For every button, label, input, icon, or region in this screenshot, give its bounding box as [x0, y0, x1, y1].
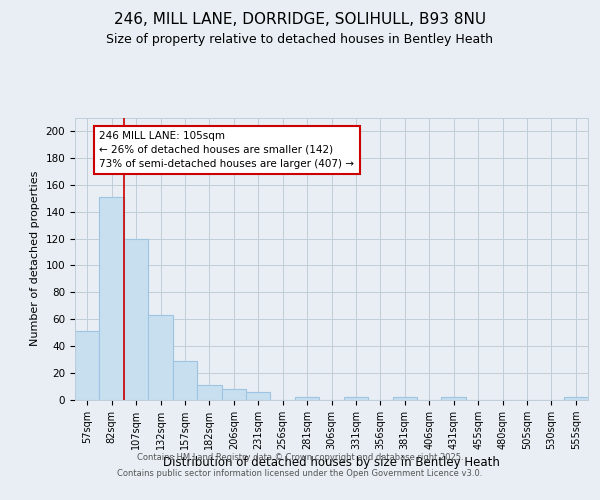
Bar [295, 398, 319, 400]
Text: Contains HM Land Registry data © Crown copyright and database right 2025.: Contains HM Land Registry data © Crown c… [137, 452, 463, 462]
Text: 246 MILL LANE: 105sqm
← 26% of detached houses are smaller (142)
73% of semi-det: 246 MILL LANE: 105sqm ← 26% of detached … [100, 131, 355, 169]
Bar [563, 398, 588, 400]
Bar [173, 361, 197, 400]
Bar [221, 389, 246, 400]
Bar [75, 332, 100, 400]
Bar [442, 398, 466, 400]
Bar [197, 385, 221, 400]
Text: Contains public sector information licensed under the Open Government Licence v3: Contains public sector information licen… [118, 468, 482, 477]
Y-axis label: Number of detached properties: Number of detached properties [30, 171, 40, 346]
Text: Size of property relative to detached houses in Bentley Heath: Size of property relative to detached ho… [107, 32, 493, 46]
Bar [148, 316, 173, 400]
Bar [124, 238, 148, 400]
Bar [100, 197, 124, 400]
Bar [344, 398, 368, 400]
Text: 246, MILL LANE, DORRIDGE, SOLIHULL, B93 8NU: 246, MILL LANE, DORRIDGE, SOLIHULL, B93 … [114, 12, 486, 28]
Bar [246, 392, 271, 400]
X-axis label: Distribution of detached houses by size in Bentley Heath: Distribution of detached houses by size … [163, 456, 500, 469]
Bar [392, 398, 417, 400]
